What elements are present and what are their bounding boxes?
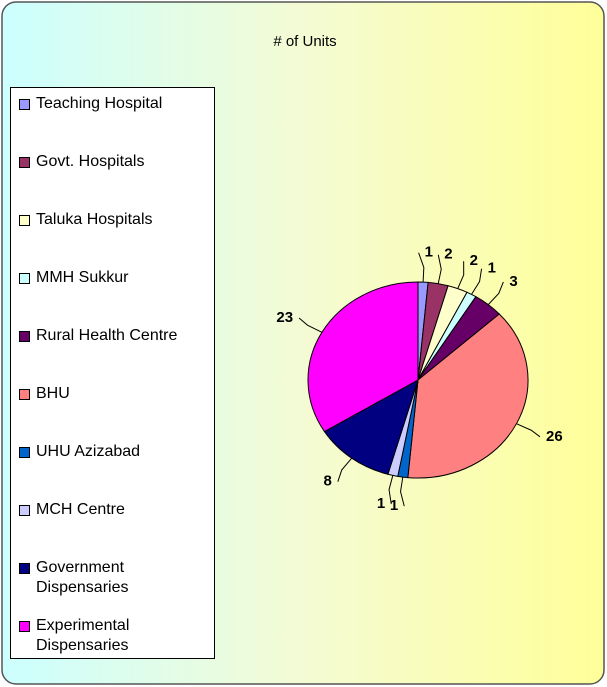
leader-line: [298, 317, 323, 333]
leader-line: [487, 281, 504, 305]
legend-item: Taluka Hospitals: [19, 210, 209, 230]
legend-item: Experimental Dispensaries: [19, 616, 209, 656]
leader-line: [516, 423, 541, 438]
legend-label: UHU Azizabad: [36, 443, 141, 460]
leader-line: [471, 268, 483, 295]
data-label: 26: [546, 428, 563, 445]
legend-swatch: [19, 447, 30, 458]
data-label: 1: [488, 260, 496, 277]
legend-swatch: [19, 215, 30, 226]
legend-item: Government Dispensaries: [19, 558, 209, 598]
legend-swatch: [19, 389, 30, 400]
legend-label: Experimental Dispensaries: [36, 617, 130, 654]
legend-swatch: [19, 563, 30, 574]
leader-line: [337, 457, 353, 482]
legend-item: UHU Azizabad: [19, 442, 209, 462]
legend-swatch: [19, 505, 30, 516]
data-label: 3: [509, 273, 517, 290]
pie-slice: [407, 313, 529, 479]
legend-item: Rural Health Centre: [19, 326, 209, 346]
data-label: 1: [390, 497, 398, 514]
legend-swatch: [19, 157, 30, 168]
legend-item: BHU: [19, 384, 209, 404]
legend-label: Teaching Hospital: [36, 95, 163, 112]
legend-swatch: [19, 273, 30, 284]
leader-line: [418, 252, 425, 283]
legend-item: Teaching Hospital: [19, 94, 209, 114]
legend-label: Taluka Hospitals: [36, 211, 153, 228]
legend-label: MCH Centre: [36, 501, 125, 518]
leader-line: [457, 261, 465, 289]
data-label: 1: [377, 495, 385, 512]
pie-slice: [307, 281, 419, 433]
data-label: 23: [276, 309, 293, 326]
leader-line: [437, 254, 442, 284]
legend-swatch: [19, 331, 30, 342]
legend-item: MMH Sukkur: [19, 268, 209, 288]
legend: Teaching Hospital Govt. Hospitals Taluka H…: [10, 87, 215, 659]
legend-swatch: [19, 621, 30, 632]
leader-line: [388, 475, 394, 505]
data-label: 2: [444, 246, 452, 263]
legend-label: BHU: [36, 385, 70, 402]
legend-label: Government Dispensaries: [36, 559, 129, 596]
data-label: 1: [425, 244, 433, 261]
legend-label: Govt. Hospitals: [36, 153, 145, 170]
data-label: 2: [470, 252, 478, 269]
legend-label: MMH Sukkur: [36, 269, 129, 286]
data-label: 8: [323, 473, 331, 490]
legend-label: Rural Health Centre: [36, 327, 178, 344]
legend-item: Govt. Hospitals: [19, 152, 209, 172]
legend-swatch: [19, 99, 30, 110]
chart-title: # of Units: [273, 33, 336, 50]
legend-item: MCH Centre: [19, 500, 209, 520]
leader-line: [400, 476, 405, 507]
